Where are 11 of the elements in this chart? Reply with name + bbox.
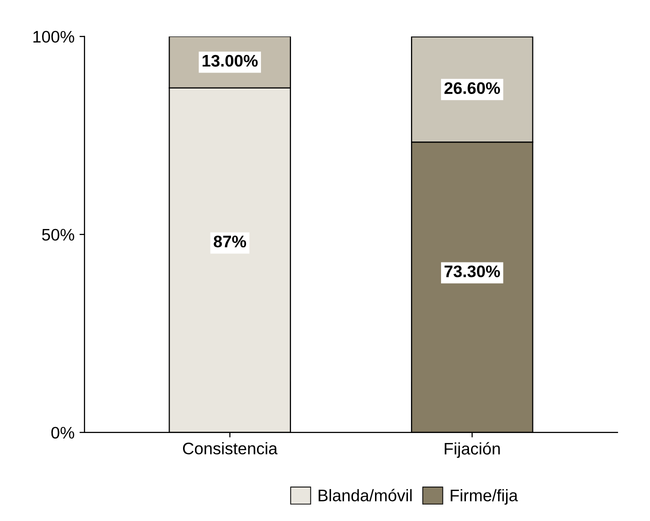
data-label: 26.60% xyxy=(444,82,500,94)
x-tick-label: Fijación xyxy=(444,442,500,458)
x-tick-label: Consistencia xyxy=(183,442,278,454)
legend-label: Firme/fija xyxy=(450,489,518,505)
data-label: 73.30% xyxy=(444,265,500,278)
y-tick-label: 50% xyxy=(42,228,74,241)
y-tick-label: 0% xyxy=(51,426,74,439)
data-label: 13.00% xyxy=(202,54,258,67)
y-tick-label: 100% xyxy=(33,30,74,43)
legend-label: Blanda/móvil xyxy=(318,488,412,502)
data-label: 87% xyxy=(214,236,246,248)
